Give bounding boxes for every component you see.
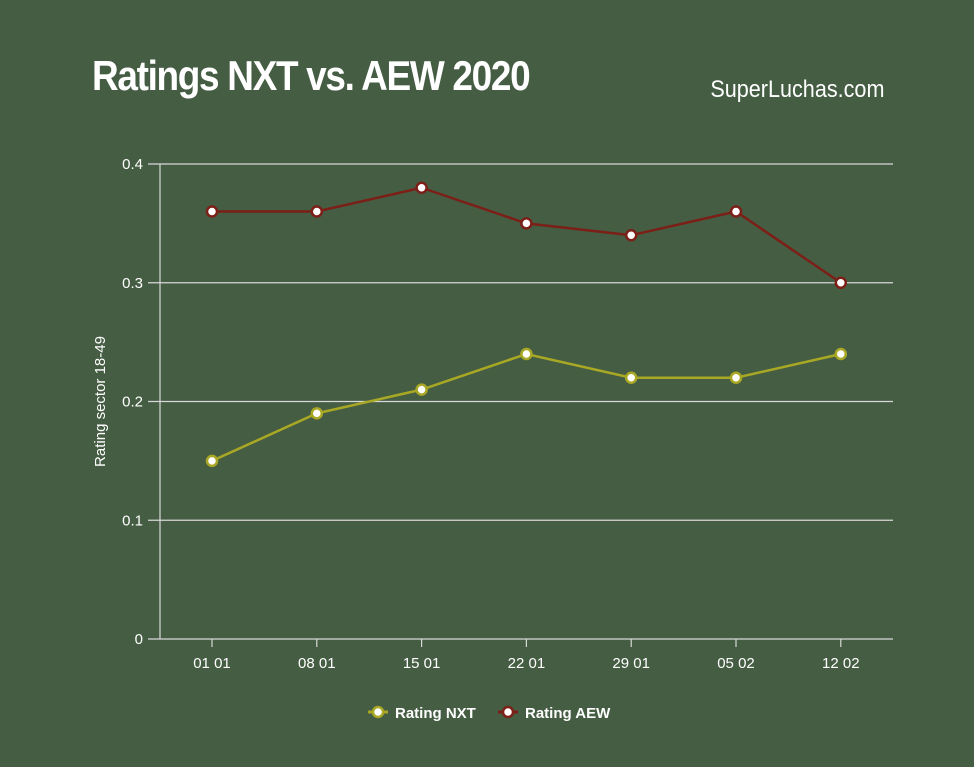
x-tick-label: 12 02 bbox=[822, 655, 860, 672]
data-point bbox=[415, 383, 428, 396]
data-point bbox=[310, 407, 324, 420]
x-tick-label: 08 01 bbox=[298, 655, 336, 672]
legend-marker-icon bbox=[501, 705, 515, 719]
y-tick-label: 0 bbox=[135, 631, 143, 648]
legend-marker-icon bbox=[371, 705, 385, 719]
data-point bbox=[624, 229, 638, 242]
brand-label: SuperLuchas.com bbox=[709, 76, 884, 103]
legend-label: Rating AEW bbox=[525, 705, 611, 722]
y-tick-label: 0.2 bbox=[122, 394, 143, 411]
series-line-1 bbox=[212, 186, 842, 284]
x-tick-label: 29 01 bbox=[612, 655, 650, 672]
series-line-0 bbox=[211, 352, 842, 463]
data-point bbox=[205, 205, 219, 218]
data-point bbox=[520, 347, 533, 361]
x-tick-label: 05 02 bbox=[717, 655, 755, 672]
data-point bbox=[520, 217, 533, 230]
data-point bbox=[415, 181, 428, 194]
legend-label: Rating NXT bbox=[395, 705, 476, 722]
x-tick-label: 15 01 bbox=[403, 655, 441, 672]
data-point bbox=[834, 347, 848, 361]
data-point bbox=[834, 276, 848, 289]
y-tick-label: 0.3 bbox=[122, 275, 143, 292]
y-tick-label: 0.1 bbox=[122, 512, 143, 529]
y-tick-label: 0.4 bbox=[122, 156, 143, 173]
data-point bbox=[310, 205, 324, 218]
data-point bbox=[729, 205, 743, 218]
x-tick-label: 22 01 bbox=[508, 655, 546, 672]
data-point bbox=[205, 454, 219, 468]
data-point bbox=[624, 371, 638, 384]
y-axis-label: Rating sector 18-49 bbox=[92, 336, 109, 467]
chart-title: Ratings NXT vs. AEW 2020 bbox=[92, 52, 531, 99]
x-tick-label: 01 01 bbox=[193, 655, 231, 672]
data-point bbox=[729, 371, 743, 384]
